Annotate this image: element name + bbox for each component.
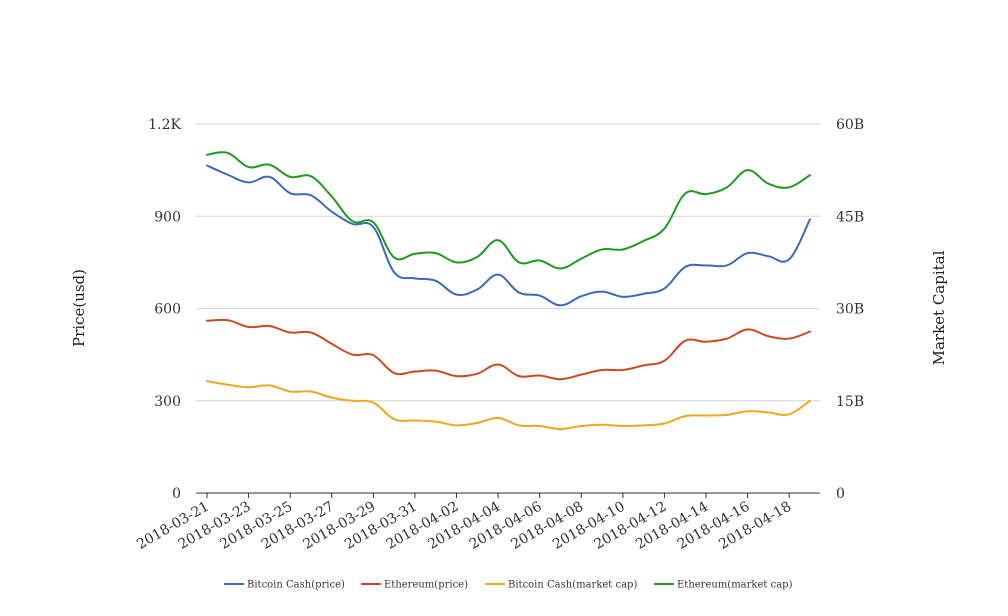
- legend-label: Bitcoin Cash(price): [247, 580, 345, 591]
- y-right-tick-label: 30B: [836, 302, 864, 318]
- y-right-axis-title: Market Capital: [930, 250, 948, 365]
- y-right-tick-label: 60B: [836, 117, 864, 133]
- y-left-tick-label: 900: [154, 209, 181, 225]
- y-left-tick-label: 1.2K: [148, 117, 181, 133]
- legend: Bitcoin Cash(price) Ethereum(price) Bitcoi…: [224, 580, 793, 591]
- y-left-tick-label: 300: [154, 394, 181, 410]
- series-line-2: [206, 318, 811, 381]
- legend-label: Bitcoin Cash(market cap): [508, 580, 637, 591]
- series-line-3: [206, 380, 811, 431]
- gridlines: [196, 123, 820, 402]
- series-line-1: [206, 164, 811, 307]
- y-right-tick-label: 15B: [836, 394, 864, 410]
- y-left-tick-label: 600: [154, 302, 181, 318]
- y-right-tick-label: 0: [836, 486, 845, 502]
- legend-label: Ethereum(market cap): [677, 580, 793, 591]
- series-line-4: [206, 151, 811, 270]
- series-lines: [206, 151, 811, 431]
- y-left-axis-title: Price(usd): [70, 269, 88, 347]
- right-axis-ticks: 0 15B 30B 45B 60B: [836, 117, 864, 502]
- y-right-tick-label: 45B: [836, 209, 864, 225]
- y-left-tick-label: 0: [172, 486, 181, 502]
- x-axis-ticks: 2018-03-212018-03-232018-03-252018-03-27…: [134, 493, 794, 553]
- left-axis-ticks: 0 300 600 900 1.2K: [148, 117, 181, 502]
- legend-label: Ethereum(price): [384, 580, 468, 591]
